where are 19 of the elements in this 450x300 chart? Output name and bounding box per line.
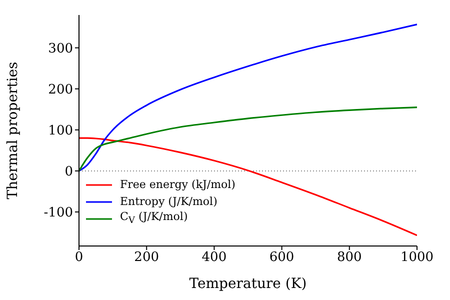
- y-tick-label: 0: [64, 164, 73, 180]
- x-tick-label: 400: [202, 250, 227, 266]
- line-series: [79, 24, 417, 172]
- y-tick-label: 100: [48, 124, 73, 138]
- x-axis-title: Temperature (K): [189, 276, 307, 292]
- line-series: [79, 106, 417, 172]
- y-tick-label: 300: [48, 41, 73, 56]
- x-tick-label: 600: [269, 250, 294, 266]
- x-tick-label: 0: [74, 250, 84, 266]
- y-axis-title: Thermal properties: [4, 62, 21, 200]
- legend-label: C$_{V}$ (J/K/mol): [120, 210, 188, 227]
- x-tick-label: 200: [134, 250, 160, 266]
- legend-label: Entropy (J/K/mol): [120, 195, 218, 208]
- x-tick-label: 800: [336, 250, 362, 266]
- y-tick-label: -100: [44, 206, 73, 221]
- legend-label: Free energy (kJ/mol): [120, 178, 236, 191]
- x-tick-label: 1000: [400, 250, 434, 266]
- line-series: [79, 137, 417, 236]
- y-tick-label: 200: [48, 82, 73, 98]
